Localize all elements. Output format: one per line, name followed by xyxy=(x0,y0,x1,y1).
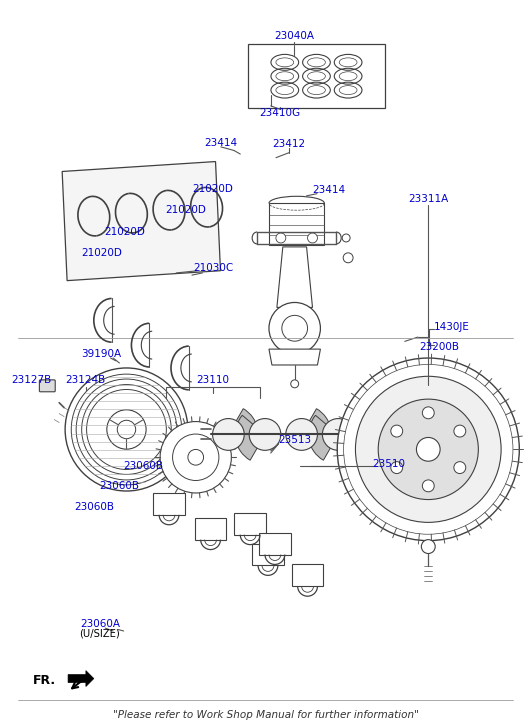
Ellipse shape xyxy=(339,72,357,81)
Circle shape xyxy=(422,480,434,492)
Circle shape xyxy=(188,449,203,465)
Text: 23510: 23510 xyxy=(372,459,406,469)
Circle shape xyxy=(391,425,402,437)
Text: 21020D: 21020D xyxy=(193,184,234,194)
Circle shape xyxy=(359,419,391,450)
Bar xyxy=(292,564,323,587)
Circle shape xyxy=(65,368,188,491)
Circle shape xyxy=(282,315,307,341)
Wedge shape xyxy=(228,409,258,454)
Circle shape xyxy=(291,380,298,388)
Circle shape xyxy=(391,462,402,473)
Circle shape xyxy=(422,407,434,419)
Text: 39190A: 39190A xyxy=(81,349,122,359)
Text: 23414: 23414 xyxy=(204,137,237,147)
Text: (U/SIZE): (U/SIZE) xyxy=(80,629,121,639)
Wedge shape xyxy=(309,415,338,460)
Circle shape xyxy=(76,379,177,480)
Circle shape xyxy=(344,364,513,534)
Polygon shape xyxy=(68,671,94,687)
Wedge shape xyxy=(375,409,405,454)
Circle shape xyxy=(454,425,466,437)
Circle shape xyxy=(378,399,478,499)
Circle shape xyxy=(276,233,286,243)
Polygon shape xyxy=(62,162,220,281)
Wedge shape xyxy=(302,409,331,454)
Text: 21020D: 21020D xyxy=(104,227,145,237)
Ellipse shape xyxy=(339,58,357,67)
Text: 23311A: 23311A xyxy=(408,194,449,204)
Text: 23060A: 23060A xyxy=(80,619,120,629)
Text: 21020D: 21020D xyxy=(81,248,122,258)
Text: 23127B: 23127B xyxy=(12,375,52,386)
Circle shape xyxy=(342,234,350,242)
Ellipse shape xyxy=(307,86,326,94)
Text: 23414: 23414 xyxy=(312,185,345,195)
Text: 23110: 23110 xyxy=(196,375,229,386)
Circle shape xyxy=(160,422,232,493)
Text: 23513: 23513 xyxy=(278,435,312,445)
Bar xyxy=(252,544,284,566)
Circle shape xyxy=(82,385,172,474)
Text: 23200B: 23200B xyxy=(419,342,459,352)
Text: 23040A: 23040A xyxy=(275,31,314,41)
Circle shape xyxy=(87,389,166,470)
Ellipse shape xyxy=(276,72,294,81)
Circle shape xyxy=(355,376,501,523)
Circle shape xyxy=(322,419,354,450)
Circle shape xyxy=(454,462,466,473)
FancyBboxPatch shape xyxy=(39,380,55,392)
Bar xyxy=(234,513,266,534)
Bar xyxy=(153,493,185,515)
Bar xyxy=(259,533,291,555)
Text: 23060B: 23060B xyxy=(124,461,164,471)
Bar xyxy=(269,203,324,245)
Text: 1430JE: 1430JE xyxy=(434,322,470,332)
Circle shape xyxy=(416,438,440,461)
Text: 23060B: 23060B xyxy=(99,481,140,492)
Text: 21020D: 21020D xyxy=(165,205,206,216)
Text: 23410G: 23410G xyxy=(260,108,301,118)
Circle shape xyxy=(173,434,219,481)
Text: 23124B: 23124B xyxy=(66,375,106,386)
Polygon shape xyxy=(277,247,313,307)
Circle shape xyxy=(117,420,136,439)
Circle shape xyxy=(286,419,318,450)
Text: 23412: 23412 xyxy=(272,139,306,149)
Circle shape xyxy=(71,374,182,485)
Circle shape xyxy=(337,358,519,541)
Text: 23060B: 23060B xyxy=(75,502,115,512)
Polygon shape xyxy=(269,349,320,365)
Circle shape xyxy=(343,253,353,263)
Bar xyxy=(195,518,226,539)
Text: "Please refer to Work Shop Manual for further information": "Please refer to Work Shop Manual for fu… xyxy=(113,710,418,720)
Circle shape xyxy=(107,409,146,449)
Ellipse shape xyxy=(307,72,326,81)
Circle shape xyxy=(269,303,320,354)
Ellipse shape xyxy=(276,86,294,94)
Circle shape xyxy=(422,539,435,553)
Ellipse shape xyxy=(276,58,294,67)
Bar xyxy=(248,44,385,108)
Text: 21030C: 21030C xyxy=(193,263,233,273)
Circle shape xyxy=(249,419,281,450)
Circle shape xyxy=(307,233,318,243)
Ellipse shape xyxy=(339,86,357,94)
Circle shape xyxy=(212,419,244,450)
Ellipse shape xyxy=(307,58,326,67)
Text: FR.: FR. xyxy=(32,674,56,687)
Wedge shape xyxy=(235,415,265,460)
